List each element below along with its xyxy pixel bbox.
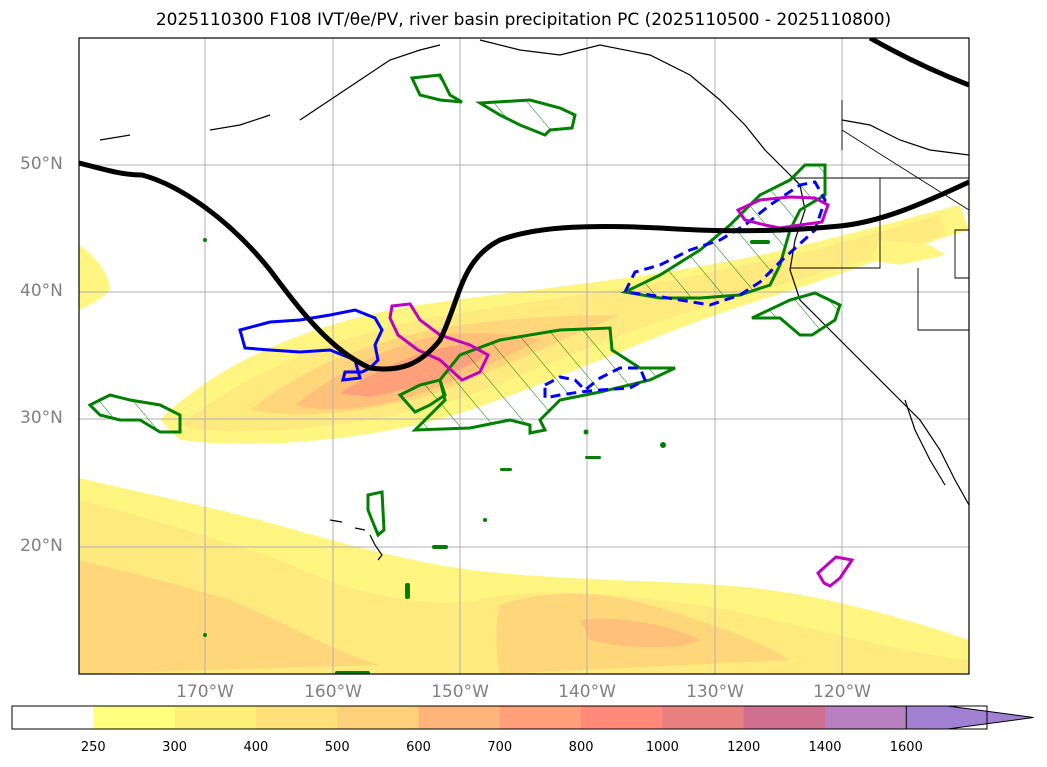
colorbar-frame — [11, 705, 988, 730]
colorbar-segment — [662, 706, 745, 729]
colorbar-segment — [93, 706, 176, 729]
lat-label-20n: 20°N — [20, 536, 63, 556]
blue-contours — [238, 180, 827, 400]
colorbar-label: 800 — [568, 740, 594, 755]
colorbar — [12, 705, 1034, 730]
colorbar-segment — [255, 706, 338, 729]
colorbar-label: 250 — [80, 740, 106, 755]
colorbar-extend-arrow — [905, 705, 1034, 730]
colorbar-label: 1200 — [727, 740, 761, 755]
coastlines — [99, 39, 969, 561]
colorbar-segment — [418, 706, 501, 729]
lon-label-120w: 120°W — [813, 682, 871, 702]
colorbar-label: 1000 — [645, 740, 679, 755]
lon-label-140w: 140°W — [558, 682, 616, 702]
lon-label-130w: 130°W — [686, 682, 744, 702]
colorbar-segment — [12, 706, 94, 729]
lon-label-150w: 150°W — [431, 682, 489, 702]
colorbar-label: 1400 — [808, 740, 842, 755]
lon-label-170w: 170°W — [176, 682, 234, 702]
colorbar-segment — [174, 706, 257, 729]
colorbar-segment — [825, 706, 907, 729]
map-title: 2025110300 F108 IVT/θe/PV, river basin p… — [155, 10, 892, 30]
colorbar-label: 300 — [162, 740, 188, 755]
lat-label-50n: 50°N — [20, 154, 63, 174]
colorbar-segment — [499, 706, 582, 729]
lon-label-160w: 160°W — [304, 682, 362, 702]
borders — [790, 100, 969, 331]
lat-label-30n: 30°N — [20, 408, 63, 428]
colorbar-segment — [743, 706, 826, 729]
map-frame — [78, 37, 970, 675]
green-specks — [203, 238, 770, 674]
lat-label-40n: 40°N — [20, 281, 63, 301]
colorbar-label: 400 — [243, 740, 269, 755]
pv-contours — [79, 38, 969, 372]
colorbar-label: 500 — [324, 740, 350, 755]
colorbar-segment — [581, 706, 663, 729]
colorbar-label: 600 — [406, 740, 431, 755]
magenta-contours — [388, 195, 855, 588]
map-plot-area — [79, 38, 969, 674]
colorbar-label: 700 — [487, 740, 513, 755]
colorbar-segment — [337, 706, 419, 729]
colorbar-label: 1600 — [889, 740, 923, 755]
